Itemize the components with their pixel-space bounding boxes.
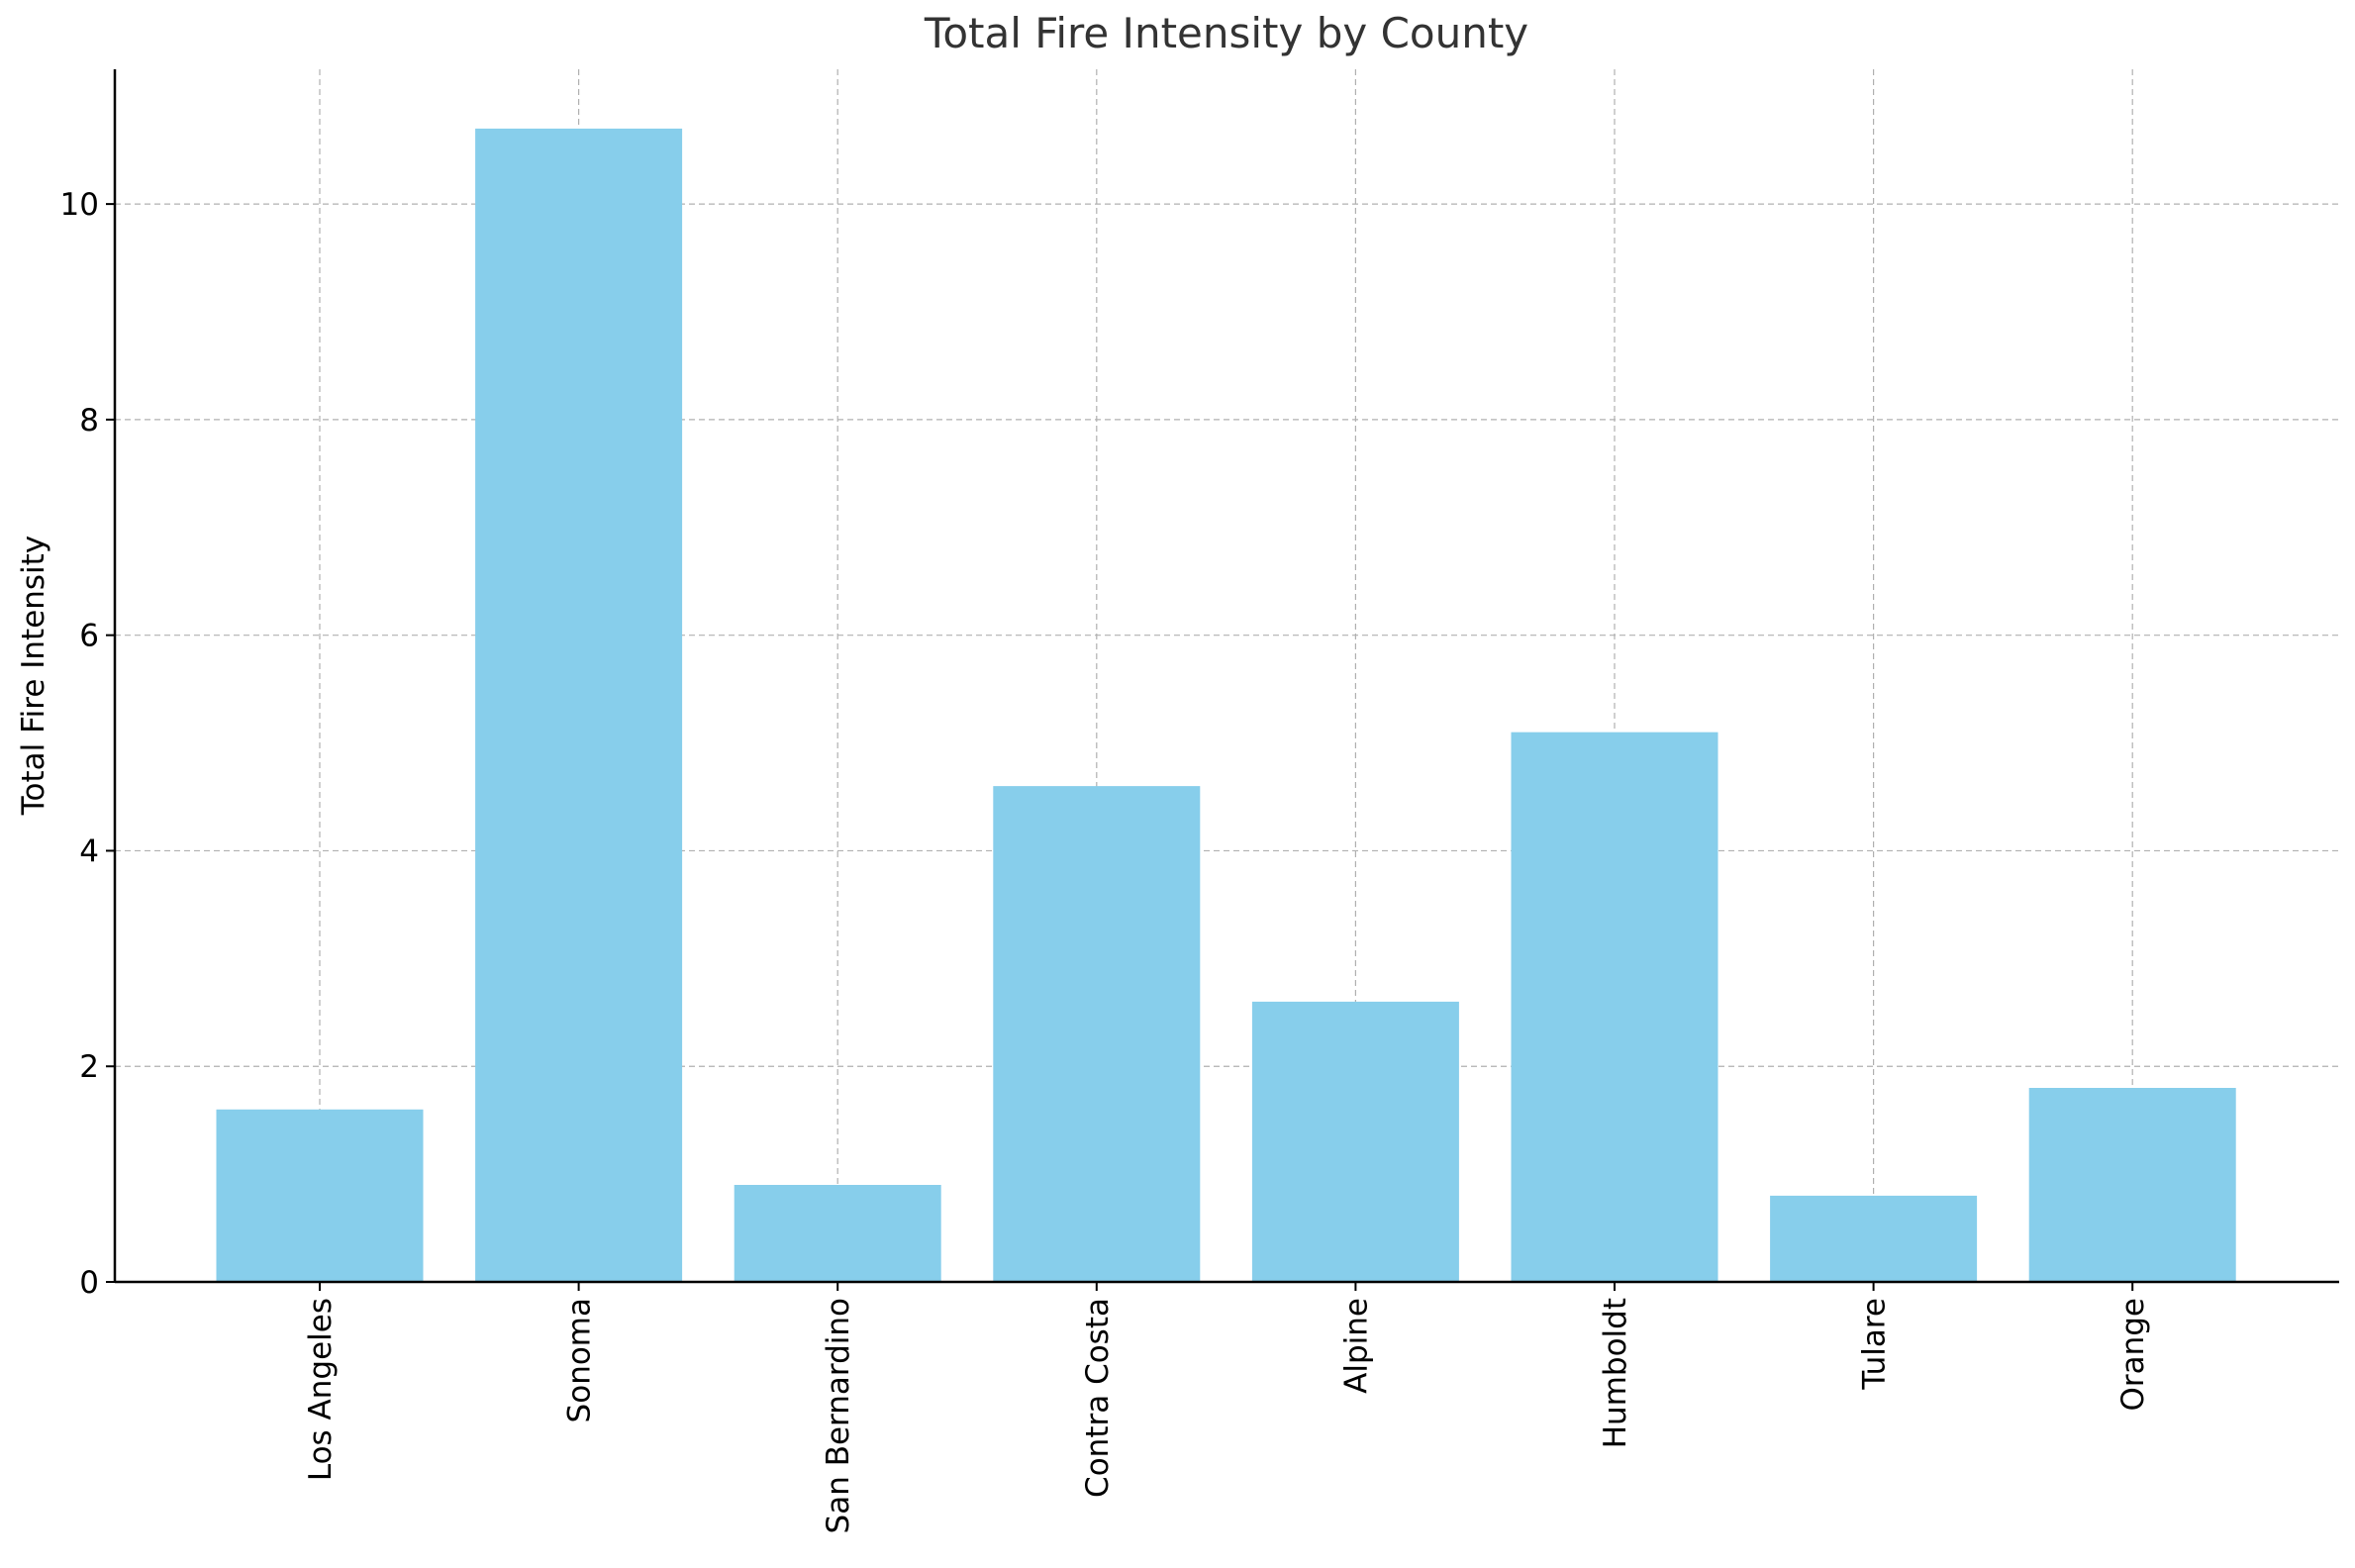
- bar-orange: [2028, 1088, 2236, 1282]
- x-tick-label: Orange: [2115, 1298, 2151, 1412]
- y-tick-label: 2: [79, 1049, 99, 1085]
- bars: [216, 128, 2236, 1282]
- y-tick-label: 10: [60, 187, 99, 223]
- bar-contra-costa: [993, 786, 1201, 1282]
- x-tick-label: Humboldt: [1598, 1298, 1633, 1448]
- x-tick-labels: Los Angeles Sonoma San Bernardino Contra Co…: [303, 1282, 2151, 1533]
- y-tick-label: 0: [79, 1265, 99, 1301]
- x-tick-label: San Bernardino: [821, 1298, 856, 1533]
- bar-tulare: [1770, 1195, 1978, 1282]
- y-tick-labels: 0 2 4 6 8 10: [60, 187, 115, 1301]
- bar-san-bernardino: [734, 1185, 941, 1282]
- bar-alpine: [1251, 1001, 1459, 1282]
- y-tick-label: 4: [79, 833, 99, 869]
- bar-sonoma: [475, 128, 683, 1282]
- bar-los-angeles: [216, 1109, 424, 1282]
- bar-humboldt: [1511, 732, 1718, 1282]
- y-axis-label: Total Fire Intensity: [16, 536, 51, 816]
- axes: [113, 69, 2339, 1284]
- x-tick-label: Tulare: [1857, 1298, 1893, 1391]
- x-tick-label: Sonoma: [562, 1298, 598, 1422]
- x-tick-label: Los Angeles: [303, 1298, 339, 1481]
- chart-title: Total Fire Intensity by County: [924, 9, 1528, 57]
- y-tick-label: 6: [79, 619, 99, 654]
- y-tick-label: 8: [79, 403, 99, 439]
- x-tick-label: Contra Costa: [1080, 1298, 1116, 1498]
- x-tick-label: Alpine: [1338, 1298, 1374, 1394]
